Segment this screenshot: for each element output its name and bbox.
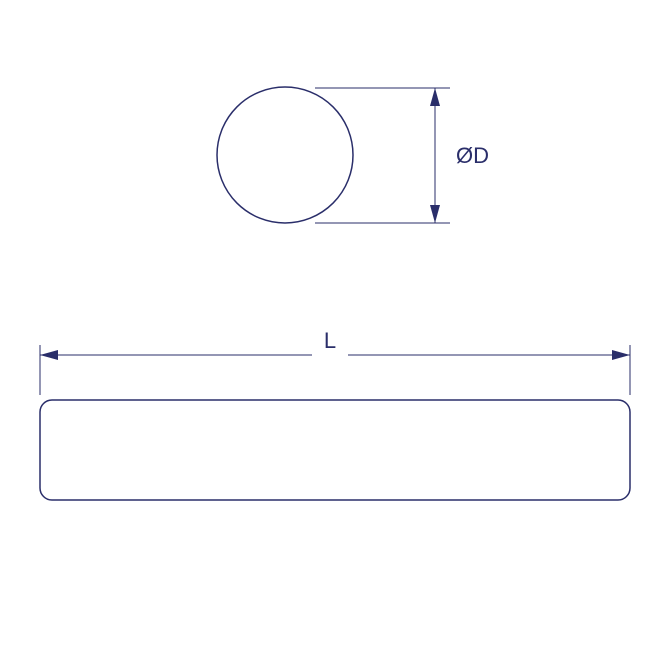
arrowhead-icon [430, 205, 440, 223]
dim-label-length: L [324, 328, 336, 353]
rod-side-view [40, 400, 630, 500]
technical-drawing: ØD L [0, 0, 670, 670]
cross-section-circle [217, 87, 353, 223]
dim-label-diameter: ØD [456, 143, 489, 168]
arrowhead-icon [612, 350, 630, 360]
arrowhead-icon [430, 88, 440, 106]
arrowhead-icon [40, 350, 58, 360]
